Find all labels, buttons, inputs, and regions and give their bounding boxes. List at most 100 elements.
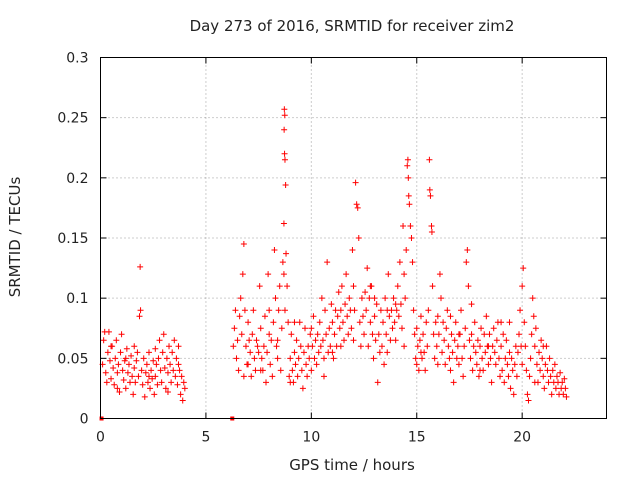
- data-point: [232, 307, 239, 314]
- data-point: [406, 201, 413, 208]
- data-point: [246, 337, 253, 344]
- data-point: [342, 301, 349, 308]
- data-point: [160, 331, 167, 338]
- data-point: [260, 343, 267, 350]
- data-point: [469, 367, 476, 374]
- data-point: [516, 331, 523, 338]
- data-point: [461, 343, 468, 350]
- x-tick-label: 10: [302, 430, 320, 446]
- data-point: [166, 343, 173, 350]
- data-point: [131, 343, 138, 350]
- x-tick-label: 0: [96, 430, 105, 446]
- data-point: [475, 373, 482, 380]
- data-point: [384, 307, 391, 314]
- x-tick-label: 20: [513, 430, 531, 446]
- data-point: [304, 373, 311, 380]
- data-point: [268, 337, 275, 344]
- data-point: [404, 162, 411, 169]
- data-point: [169, 349, 176, 356]
- data-point: [507, 385, 514, 392]
- data-point: [521, 319, 528, 326]
- data-point: [164, 389, 171, 396]
- data-point: [512, 343, 519, 350]
- data-point: [334, 313, 341, 320]
- data-point: [536, 349, 543, 356]
- data-point: [252, 367, 259, 374]
- data-point: [102, 369, 109, 376]
- data-point: [374, 379, 381, 386]
- data-point: [281, 150, 288, 157]
- data-point: [176, 367, 183, 374]
- data-point: [240, 241, 247, 248]
- data-point: [330, 355, 337, 362]
- data-point: [413, 325, 420, 332]
- data-point: [114, 385, 121, 392]
- data-point: [303, 361, 310, 368]
- data-point: [478, 325, 485, 332]
- data-point: [526, 373, 533, 380]
- data-point: [150, 357, 157, 364]
- data-point: [485, 343, 492, 350]
- x-tick-label: 5: [201, 430, 210, 446]
- data-point: [151, 391, 158, 398]
- data-point: [439, 349, 446, 356]
- data-point: [525, 397, 532, 404]
- data-point: [548, 391, 555, 398]
- data-point: [454, 343, 461, 350]
- data-point: [519, 361, 526, 368]
- data-point: [563, 393, 570, 400]
- data-point: [511, 361, 518, 368]
- data-point: [423, 319, 430, 326]
- data-point: [545, 379, 552, 386]
- data-point: [163, 355, 170, 362]
- data-point: [341, 337, 348, 344]
- data-point: [240, 373, 247, 380]
- data-point: [100, 337, 107, 344]
- data-point: [134, 349, 141, 356]
- data-point: [274, 337, 281, 344]
- data-point: [235, 367, 242, 374]
- data-point: [355, 235, 362, 241]
- data-point: [296, 319, 303, 326]
- data-point: [540, 343, 547, 350]
- data-point: [266, 331, 273, 338]
- data-point: [486, 331, 493, 338]
- data-point: [447, 367, 454, 374]
- data-point: [117, 349, 124, 356]
- data-point: [417, 349, 424, 356]
- data-point: [428, 222, 435, 229]
- data-point: [501, 379, 508, 386]
- data-point: [339, 319, 346, 326]
- data-point: [231, 325, 238, 332]
- data-point: [349, 247, 356, 254]
- data-point: [444, 307, 451, 314]
- data-point: [171, 337, 178, 344]
- y-tick-label: 0.05: [57, 351, 88, 367]
- data-point: [442, 361, 449, 368]
- data-point: [178, 373, 185, 380]
- data-point: [468, 331, 475, 338]
- data-point: [241, 307, 248, 314]
- data-point: [136, 313, 143, 320]
- data-point: [426, 156, 433, 163]
- data-point: [152, 345, 159, 352]
- data-point: [528, 331, 535, 338]
- data-point: [288, 331, 295, 338]
- data-point: [247, 349, 254, 356]
- data-point: [417, 313, 424, 320]
- data-point: [513, 373, 520, 380]
- data-point: [367, 283, 374, 290]
- data-point: [510, 391, 517, 398]
- data-point: [453, 355, 460, 362]
- data-point: [149, 375, 156, 382]
- data-point: [519, 283, 526, 290]
- data-point: [145, 349, 152, 356]
- data-point: [280, 220, 287, 227]
- data-point: [265, 271, 272, 278]
- data-point: [302, 325, 309, 332]
- data-point: [408, 235, 415, 241]
- data-point: [118, 331, 125, 338]
- data-point: [348, 325, 355, 332]
- data-point: [508, 355, 515, 362]
- data-point: [443, 325, 450, 332]
